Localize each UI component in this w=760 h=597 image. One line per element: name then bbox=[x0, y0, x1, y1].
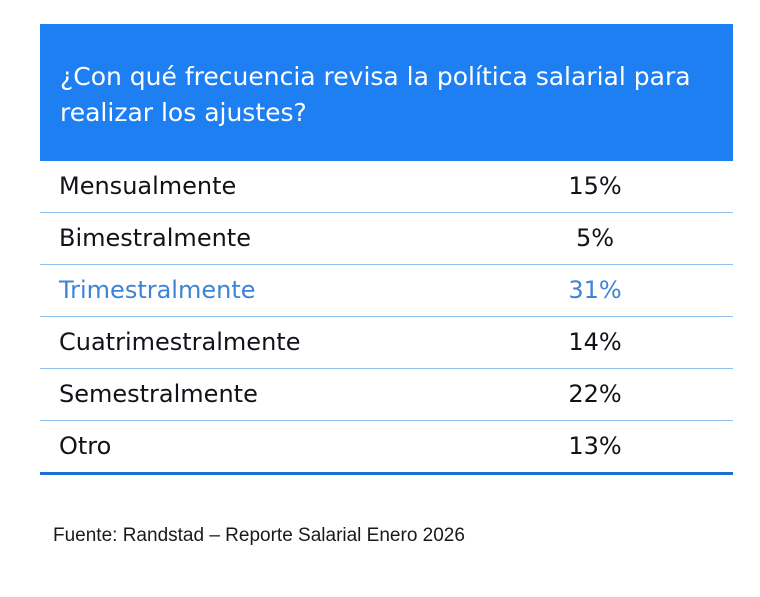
row-value: 5% bbox=[575, 224, 615, 252]
row-label: Semestralmente bbox=[59, 380, 258, 408]
survey-table: ¿Con qué frecuencia revisa la política s… bbox=[40, 24, 733, 475]
row-label: Bimestralmente bbox=[59, 224, 251, 252]
table-row: Bimestralmente 5% bbox=[40, 213, 733, 265]
row-value: 31% bbox=[568, 276, 622, 304]
row-value: 14% bbox=[568, 328, 622, 356]
table-row: Otro 13% bbox=[40, 421, 733, 475]
table-row: Mensualmente 15% bbox=[40, 161, 733, 213]
table-header: ¿Con qué frecuencia revisa la política s… bbox=[40, 24, 733, 161]
question-title: ¿Con qué frecuencia revisa la política s… bbox=[60, 62, 691, 127]
row-label: Otro bbox=[59, 432, 112, 460]
row-value: 22% bbox=[568, 380, 622, 408]
table-row: Trimestralmente 31% bbox=[40, 265, 733, 317]
table-row: Cuatrimestralmente 14% bbox=[40, 317, 733, 369]
row-value: 13% bbox=[568, 432, 622, 460]
table-row: Semestralmente 22% bbox=[40, 369, 733, 421]
table-body: Mensualmente 15% Bimestralmente 5% Trimestra… bbox=[40, 161, 733, 475]
row-value: 15% bbox=[568, 172, 622, 200]
row-label: Trimestralmente bbox=[59, 276, 256, 304]
row-label: Cuatrimestralmente bbox=[59, 328, 301, 356]
source-note: Fuente: Randstad – Reporte Salarial Ener… bbox=[53, 525, 465, 546]
row-label: Mensualmente bbox=[59, 172, 237, 200]
